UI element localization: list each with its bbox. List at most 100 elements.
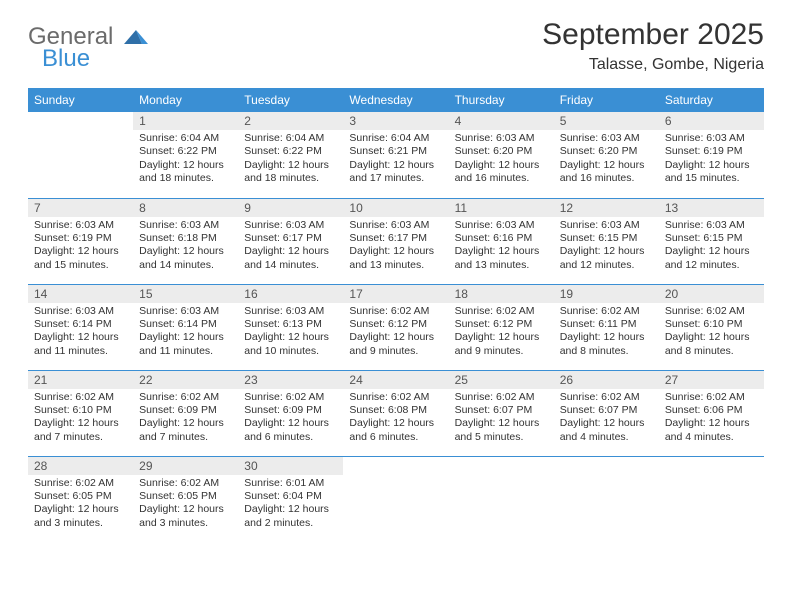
sunset-text: Sunset: 6:21 PM xyxy=(349,145,442,158)
calendar-day-cell: 14Sunrise: 6:03 AMSunset: 6:14 PMDayligh… xyxy=(28,284,133,370)
daylight-text: Daylight: 12 hours and 16 minutes. xyxy=(560,159,653,186)
month-title: September 2025 xyxy=(542,18,764,52)
sunrise-text: Sunrise: 6:03 AM xyxy=(349,219,442,232)
sunrise-text: Sunrise: 6:02 AM xyxy=(34,391,127,404)
calendar-day-cell: 13Sunrise: 6:03 AMSunset: 6:15 PMDayligh… xyxy=(659,198,764,284)
sunset-text: Sunset: 6:10 PM xyxy=(665,318,758,331)
day-number: 15 xyxy=(133,285,238,303)
daylight-text: Daylight: 12 hours and 18 minutes. xyxy=(139,159,232,186)
calendar-empty-cell xyxy=(28,112,133,198)
day-body: Sunrise: 6:03 AMSunset: 6:13 PMDaylight:… xyxy=(238,303,343,363)
day-number: 11 xyxy=(449,199,554,217)
daylight-text: Daylight: 12 hours and 7 minutes. xyxy=(139,417,232,444)
daylight-text: Daylight: 12 hours and 16 minutes. xyxy=(455,159,548,186)
sunset-text: Sunset: 6:20 PM xyxy=(455,145,548,158)
calendar-week-row: 1Sunrise: 6:04 AMSunset: 6:22 PMDaylight… xyxy=(28,112,764,198)
sunrise-text: Sunrise: 6:02 AM xyxy=(349,305,442,318)
day-number: 5 xyxy=(554,112,659,130)
sunrise-text: Sunrise: 6:02 AM xyxy=(349,391,442,404)
sunrise-text: Sunrise: 6:03 AM xyxy=(139,305,232,318)
day-body: Sunrise: 6:02 AMSunset: 6:07 PMDaylight:… xyxy=(554,389,659,449)
day-number: 10 xyxy=(343,199,448,217)
calendar-day-cell: 27Sunrise: 6:02 AMSunset: 6:06 PMDayligh… xyxy=(659,370,764,456)
sunset-text: Sunset: 6:19 PM xyxy=(665,145,758,158)
day-body: Sunrise: 6:03 AMSunset: 6:20 PMDaylight:… xyxy=(554,130,659,190)
daylight-text: Daylight: 12 hours and 3 minutes. xyxy=(34,503,127,530)
day-number: 8 xyxy=(133,199,238,217)
sunrise-text: Sunrise: 6:02 AM xyxy=(244,391,337,404)
calendar-day-cell: 10Sunrise: 6:03 AMSunset: 6:17 PMDayligh… xyxy=(343,198,448,284)
day-number: 7 xyxy=(28,199,133,217)
day-of-week-header: Wednesday xyxy=(343,88,448,112)
calendar-day-cell: 16Sunrise: 6:03 AMSunset: 6:13 PMDayligh… xyxy=(238,284,343,370)
sunrise-text: Sunrise: 6:03 AM xyxy=(34,219,127,232)
calendar-empty-cell xyxy=(554,456,659,542)
calendar-empty-cell xyxy=(659,456,764,542)
sunset-text: Sunset: 6:04 PM xyxy=(244,490,337,503)
day-number: 24 xyxy=(343,371,448,389)
calendar-day-cell: 19Sunrise: 6:02 AMSunset: 6:11 PMDayligh… xyxy=(554,284,659,370)
sunrise-text: Sunrise: 6:03 AM xyxy=(244,305,337,318)
calendar-day-cell: 29Sunrise: 6:02 AMSunset: 6:05 PMDayligh… xyxy=(133,456,238,542)
calendar-day-cell: 2Sunrise: 6:04 AMSunset: 6:22 PMDaylight… xyxy=(238,112,343,198)
day-number: 20 xyxy=(659,285,764,303)
day-number: 16 xyxy=(238,285,343,303)
sunset-text: Sunset: 6:14 PM xyxy=(139,318,232,331)
calendar-empty-cell xyxy=(343,456,448,542)
location-text: Talasse, Gombe, Nigeria xyxy=(542,56,764,74)
day-number: 4 xyxy=(449,112,554,130)
day-body: Sunrise: 6:02 AMSunset: 6:10 PMDaylight:… xyxy=(28,389,133,449)
calendar-day-cell: 30Sunrise: 6:01 AMSunset: 6:04 PMDayligh… xyxy=(238,456,343,542)
sunrise-text: Sunrise: 6:04 AM xyxy=(244,132,337,145)
day-number: 23 xyxy=(238,371,343,389)
brand-logo: General Blue xyxy=(28,18,148,71)
daylight-text: Daylight: 12 hours and 10 minutes. xyxy=(244,331,337,358)
day-body: Sunrise: 6:02 AMSunset: 6:10 PMDaylight:… xyxy=(659,303,764,363)
sunset-text: Sunset: 6:15 PM xyxy=(665,232,758,245)
sunset-text: Sunset: 6:12 PM xyxy=(349,318,442,331)
day-body: Sunrise: 6:03 AMSunset: 6:17 PMDaylight:… xyxy=(343,217,448,277)
calendar-day-cell: 24Sunrise: 6:02 AMSunset: 6:08 PMDayligh… xyxy=(343,370,448,456)
sunset-text: Sunset: 6:11 PM xyxy=(560,318,653,331)
calendar-day-cell: 22Sunrise: 6:02 AMSunset: 6:09 PMDayligh… xyxy=(133,370,238,456)
sunset-text: Sunset: 6:05 PM xyxy=(139,490,232,503)
day-number: 12 xyxy=(554,199,659,217)
daylight-text: Daylight: 12 hours and 14 minutes. xyxy=(139,245,232,272)
sunrise-text: Sunrise: 6:03 AM xyxy=(560,219,653,232)
day-body: Sunrise: 6:03 AMSunset: 6:18 PMDaylight:… xyxy=(133,217,238,277)
sunset-text: Sunset: 6:10 PM xyxy=(34,404,127,417)
day-of-week-header: Thursday xyxy=(449,88,554,112)
calendar-day-cell: 5Sunrise: 6:03 AMSunset: 6:20 PMDaylight… xyxy=(554,112,659,198)
sunrise-text: Sunrise: 6:02 AM xyxy=(560,391,653,404)
day-number: 1 xyxy=(133,112,238,130)
sunset-text: Sunset: 6:09 PM xyxy=(139,404,232,417)
calendar-day-cell: 9Sunrise: 6:03 AMSunset: 6:17 PMDaylight… xyxy=(238,198,343,284)
calendar-day-cell: 11Sunrise: 6:03 AMSunset: 6:16 PMDayligh… xyxy=(449,198,554,284)
daylight-text: Daylight: 12 hours and 8 minutes. xyxy=(665,331,758,358)
day-number: 2 xyxy=(238,112,343,130)
sunset-text: Sunset: 6:22 PM xyxy=(139,145,232,158)
daylight-text: Daylight: 12 hours and 15 minutes. xyxy=(34,245,127,272)
daylight-text: Daylight: 12 hours and 9 minutes. xyxy=(349,331,442,358)
sunrise-text: Sunrise: 6:02 AM xyxy=(665,305,758,318)
sunrise-text: Sunrise: 6:03 AM xyxy=(244,219,337,232)
sunrise-text: Sunrise: 6:02 AM xyxy=(139,391,232,404)
day-number: 14 xyxy=(28,285,133,303)
daylight-text: Daylight: 12 hours and 9 minutes. xyxy=(455,331,548,358)
daylight-text: Daylight: 12 hours and 4 minutes. xyxy=(560,417,653,444)
sunset-text: Sunset: 6:18 PM xyxy=(139,232,232,245)
day-body: Sunrise: 6:03 AMSunset: 6:14 PMDaylight:… xyxy=(28,303,133,363)
day-of-week-header: Friday xyxy=(554,88,659,112)
day-number: 18 xyxy=(449,285,554,303)
calendar-week-row: 14Sunrise: 6:03 AMSunset: 6:14 PMDayligh… xyxy=(28,284,764,370)
calendar-day-cell: 4Sunrise: 6:03 AMSunset: 6:20 PMDaylight… xyxy=(449,112,554,198)
calendar-day-cell: 25Sunrise: 6:02 AMSunset: 6:07 PMDayligh… xyxy=(449,370,554,456)
calendar-body: 1Sunrise: 6:04 AMSunset: 6:22 PMDaylight… xyxy=(28,112,764,542)
sunrise-text: Sunrise: 6:02 AM xyxy=(34,477,127,490)
sunset-text: Sunset: 6:19 PM xyxy=(34,232,127,245)
sunset-text: Sunset: 6:15 PM xyxy=(560,232,653,245)
day-number: 17 xyxy=(343,285,448,303)
calendar-day-cell: 20Sunrise: 6:02 AMSunset: 6:10 PMDayligh… xyxy=(659,284,764,370)
day-body: Sunrise: 6:04 AMSunset: 6:22 PMDaylight:… xyxy=(133,130,238,190)
calendar-day-cell: 6Sunrise: 6:03 AMSunset: 6:19 PMDaylight… xyxy=(659,112,764,198)
